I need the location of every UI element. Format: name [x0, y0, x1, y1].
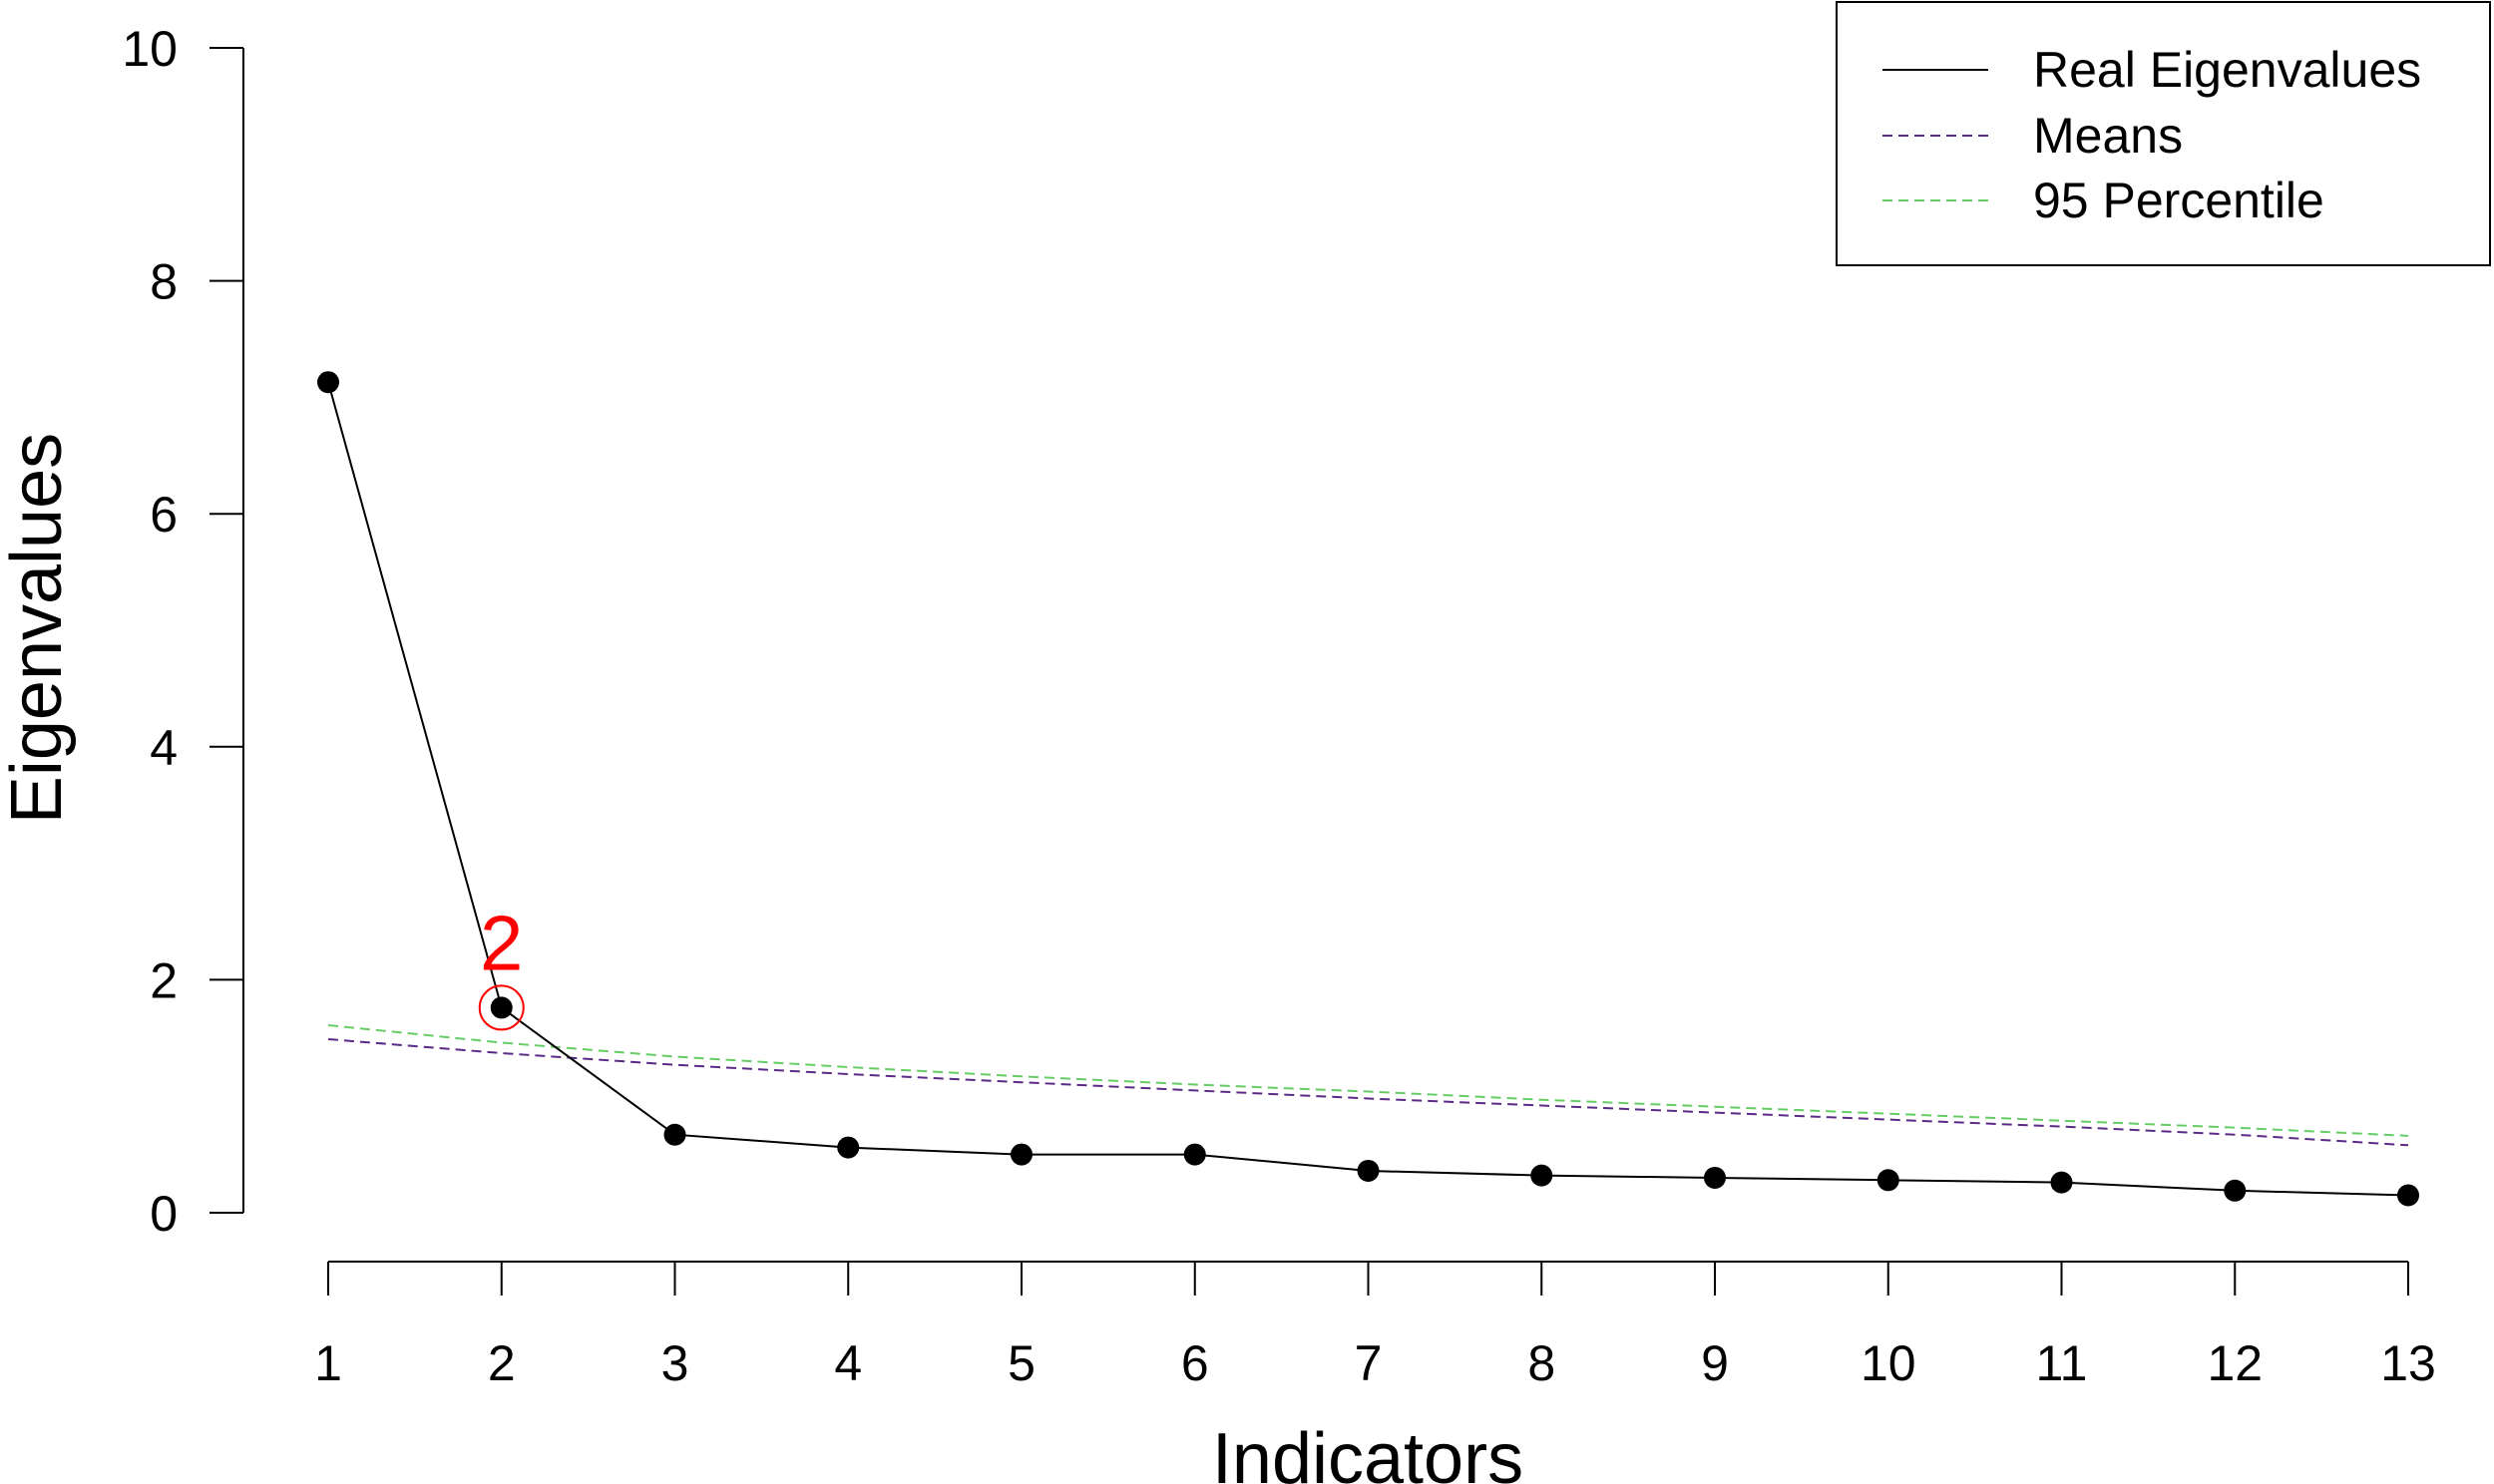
point-real-eigenvalues [1183, 1143, 1206, 1166]
legend-box [1836, 1, 2491, 266]
x-tick-label: 9 [1701, 1335, 1729, 1391]
x-tick-label: 2 [488, 1335, 516, 1391]
point-real-eigenvalues [837, 1136, 860, 1159]
x-tick-label: 8 [1527, 1335, 1555, 1391]
x-axis: 1 2 3 4 5 6 7 8 9 10 11 12 13 [314, 1261, 2436, 1391]
annotation-circle [478, 984, 525, 1031]
x-tick-label: 1 [314, 1335, 342, 1391]
point-real-eigenvalues [2050, 1171, 2073, 1194]
y-tick-label: 4 [150, 720, 178, 776]
y-tick-label: 2 [150, 952, 178, 1008]
y-tick-label: 8 [150, 254, 178, 310]
x-axis-title: Indicators [1212, 1419, 1523, 1484]
annotation-label: 2 [480, 899, 523, 986]
point-real-eigenvalues [1357, 1159, 1380, 1182]
point-real-eigenvalues [663, 1123, 686, 1146]
y-tick-label: 6 [150, 487, 178, 543]
series-line-means [327, 1038, 2409, 1147]
point-real-eigenvalues [2224, 1179, 2247, 1202]
legend-label-means: Means [2033, 108, 2183, 164]
point-real-eigenvalues [1011, 1143, 1033, 1166]
point-real-eigenvalues [490, 996, 513, 1019]
x-tick-label: 11 [2036, 1335, 2088, 1391]
series-layer [317, 371, 2419, 1207]
x-tick-label: 13 [2380, 1335, 2436, 1391]
x-tick-label: 6 [1181, 1335, 1209, 1391]
x-tick-label: 5 [1008, 1335, 1036, 1391]
y-axis: 0 2 4 6 8 10 [122, 21, 244, 1242]
legend-label-95-percentile: 95 Percentile [2033, 173, 2324, 228]
point-real-eigenvalues [317, 371, 339, 394]
annotation-layer: 2 [478, 899, 525, 1031]
x-tick-label: 4 [834, 1335, 862, 1391]
x-tick-label: 10 [1861, 1335, 1916, 1391]
legend: Real Eigenvalues Means 95 Percentile [1836, 1, 2491, 266]
series-line-real-eigenvalues [327, 381, 2409, 1197]
y-tick-label: 0 [150, 1186, 178, 1242]
point-real-eigenvalues [1704, 1166, 1726, 1189]
point-real-eigenvalues [2397, 1184, 2419, 1207]
y-tick-label: 10 [122, 21, 178, 77]
x-tick-label: 12 [2207, 1335, 2263, 1391]
legend-label-real-eigenvalues: Real Eigenvalues [2033, 42, 2421, 98]
x-tick-label: 7 [1355, 1335, 1383, 1391]
series-line-95-percentile [327, 1024, 2409, 1137]
point-real-eigenvalues [1530, 1164, 1553, 1187]
x-tick-label: 3 [661, 1335, 689, 1391]
point-real-eigenvalues [1876, 1169, 1899, 1192]
y-axis-title: Eigenvalues [0, 433, 77, 824]
